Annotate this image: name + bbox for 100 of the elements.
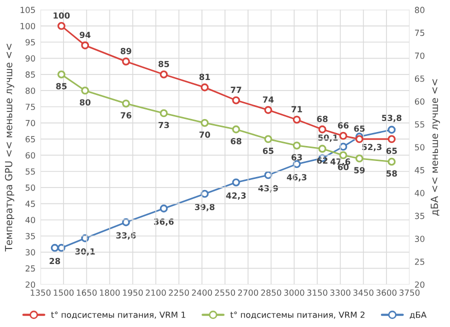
- data-label: 85: [158, 60, 170, 68]
- point: [200, 83, 209, 92]
- point: [160, 109, 168, 118]
- y2-tick-label: 65: [414, 75, 424, 82]
- data-label: 60: [338, 164, 349, 170]
- data-label: 77: [230, 86, 242, 93]
- x-tick-label: 1650: [76, 290, 97, 296]
- y-tick-label: 65: [26, 136, 35, 142]
- y2-tick-label: 75: [415, 30, 424, 36]
- data-label: 65: [386, 148, 397, 154]
- point: [81, 41, 90, 50]
- data-label: 80: [80, 99, 90, 106]
- data-label: 70: [199, 132, 210, 138]
- data-label: 94: [80, 32, 91, 38]
- point: [122, 100, 130, 108]
- data-label: 68: [317, 116, 328, 122]
- point: [292, 142, 301, 150]
- y-tick-label: 40: [25, 216, 36, 224]
- point: [160, 70, 168, 78]
- point: [81, 86, 90, 95]
- data-label: 39,8: [194, 204, 214, 212]
- point: [122, 58, 130, 66]
- y-tick-label: 25: [26, 265, 35, 272]
- point: [232, 96, 240, 104]
- data-label: 100: [54, 12, 70, 19]
- point: [318, 125, 326, 134]
- y-tick-label: 30: [26, 249, 36, 256]
- y-tick-label: 50: [26, 184, 36, 191]
- x-tick-label: 3750: [400, 290, 420, 296]
- y-tick-label: 75: [26, 104, 35, 110]
- y-tick-label: 20: [26, 281, 36, 288]
- data-label: 71: [292, 106, 302, 112]
- data-label: 73: [158, 122, 169, 128]
- data-label: 66: [338, 122, 349, 129]
- point: [57, 70, 66, 78]
- point: [264, 106, 272, 114]
- point: [232, 125, 240, 134]
- y2-tick-label: 60: [414, 98, 424, 105]
- y2-tick-label: 70: [415, 52, 424, 59]
- data-label: 52,3: [362, 144, 382, 152]
- x-tick-label: 2100: [146, 290, 166, 296]
- point: [318, 144, 326, 153]
- y2-tick-label: 40: [414, 190, 424, 196]
- data-label: 74: [262, 96, 274, 103]
- y-tick-label: 80: [26, 88, 36, 94]
- y2-tick-label: 35: [414, 212, 424, 220]
- x-tick-label: 3600: [376, 290, 396, 296]
- x-tick-label: 2250: [168, 290, 189, 296]
- x-tick-label: 2550: [215, 290, 236, 296]
- y-tick-label: 70: [26, 120, 36, 126]
- y2-tick-label: 50: [415, 144, 424, 150]
- point: [339, 132, 348, 140]
- data-label: 47,6: [330, 158, 350, 166]
- data-label: 68: [230, 138, 242, 144]
- data-label: 33,6: [116, 232, 136, 240]
- point: [339, 142, 348, 151]
- y-tick-label: 95: [26, 39, 35, 46]
- data-label: 53,8: [382, 114, 402, 122]
- x-tick-label: 3450: [353, 290, 374, 296]
- point: [57, 22, 66, 30]
- y-axis-title: Температура GPU << меньше лучше <<: [4, 44, 14, 252]
- y2-tick-label: 80: [414, 6, 424, 14]
- point: [292, 116, 301, 124]
- data-label: 59: [354, 167, 365, 174]
- x-tick-label: 2700: [238, 290, 258, 296]
- data-label: 65: [262, 148, 274, 154]
- x-tick-label: 2400: [192, 290, 212, 296]
- x-tick-label: 3150: [307, 290, 328, 296]
- y2-tick-label: 30: [414, 236, 424, 242]
- y-tick-label: 90: [26, 55, 36, 62]
- point: [292, 160, 301, 168]
- point: [388, 158, 396, 166]
- point: [355, 135, 364, 144]
- y2-tick-label: 25: [414, 258, 424, 265]
- legend-label: t° подсистемы питания, VRM 2: [230, 312, 364, 319]
- data-label: 76: [120, 112, 132, 118]
- y2-tick-label: 45: [414, 167, 424, 174]
- y-tick-label: 105: [20, 6, 35, 14]
- data-label: 58: [386, 170, 397, 177]
- point: [355, 154, 364, 162]
- data-label: 28: [50, 258, 60, 264]
- x-tick-label: 2850: [261, 290, 282, 296]
- x-tick-label: 1800: [100, 290, 120, 296]
- legend-label: t° подсистемы питания, VRM 1: [51, 312, 186, 319]
- y2-axis-title: дБА << меньше лучше <<: [430, 79, 440, 216]
- y2-tick-label: 55: [415, 121, 424, 128]
- x-tick-label: 1350: [30, 290, 51, 296]
- y-tick-label: 85: [26, 71, 35, 78]
- data-label: 63: [292, 154, 302, 160]
- y2-tick-label: 20: [414, 281, 424, 288]
- legend-label: дБА: [410, 312, 427, 319]
- x-tick-label: 1950: [123, 290, 143, 296]
- point: [200, 118, 209, 127]
- data-label: 42,3: [226, 192, 246, 200]
- x-tick-label: 3300: [330, 290, 350, 296]
- point: [50, 244, 59, 252]
- data-label: 85: [56, 83, 67, 90]
- y-tick-label: 45: [25, 200, 35, 207]
- point: [122, 218, 130, 226]
- data-label: 65: [354, 125, 365, 132]
